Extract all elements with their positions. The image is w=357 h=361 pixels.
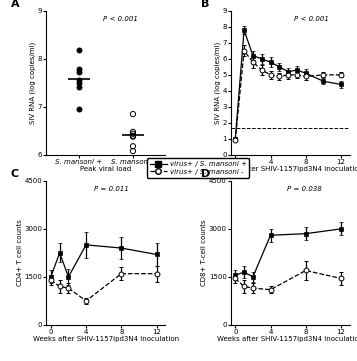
- Point: [76, 69, 82, 75]
- Point: [130, 148, 136, 154]
- X-axis label: Weeks after SHIV-1157ipd3N4 inoculation: Weeks after SHIV-1157ipd3N4 inoculation: [217, 166, 357, 173]
- Y-axis label: SIV RNA (log copies/ml): SIV RNA (log copies/ml): [30, 42, 36, 124]
- Point: [76, 106, 82, 112]
- Text: P < 0.001: P < 0.001: [103, 16, 138, 22]
- Point: [76, 66, 82, 72]
- Point: [130, 134, 136, 140]
- Point: [76, 80, 82, 86]
- Point: [130, 129, 136, 135]
- Text: P = 0.038: P = 0.038: [287, 186, 322, 192]
- Point: [130, 131, 136, 137]
- Point: [130, 111, 136, 117]
- Text: P < 0.001: P < 0.001: [294, 16, 329, 22]
- Point: [76, 47, 82, 53]
- Point: [130, 133, 136, 139]
- X-axis label: Weeks after SHIV-1157ipd3N4 inoculation: Weeks after SHIV-1157ipd3N4 inoculation: [33, 336, 179, 343]
- Legend: virus+ / S. mansoni +, virus+ / S. mansoni -: virus+ / S. mansoni +, virus+ / S. manso…: [147, 158, 250, 178]
- X-axis label: Peak viral load: Peak viral load: [80, 166, 131, 173]
- Y-axis label: SIV RNA (log copies/ml): SIV RNA (log copies/ml): [214, 42, 221, 124]
- X-axis label: Weeks after SHIV-1157ipd3N4 inoculation: Weeks after SHIV-1157ipd3N4 inoculation: [217, 336, 357, 343]
- Point: [130, 143, 136, 149]
- Text: A: A: [11, 0, 19, 9]
- Y-axis label: CD8+ T-cell counts: CD8+ T-cell counts: [201, 219, 207, 286]
- Text: P = 0.011: P = 0.011: [94, 186, 129, 192]
- Y-axis label: CD4+ T cell counts: CD4+ T cell counts: [17, 219, 23, 286]
- Text: D: D: [201, 169, 210, 179]
- Point: [76, 84, 82, 90]
- Text: C: C: [11, 169, 19, 179]
- Text: B: B: [201, 0, 210, 9]
- Point: [76, 78, 82, 83]
